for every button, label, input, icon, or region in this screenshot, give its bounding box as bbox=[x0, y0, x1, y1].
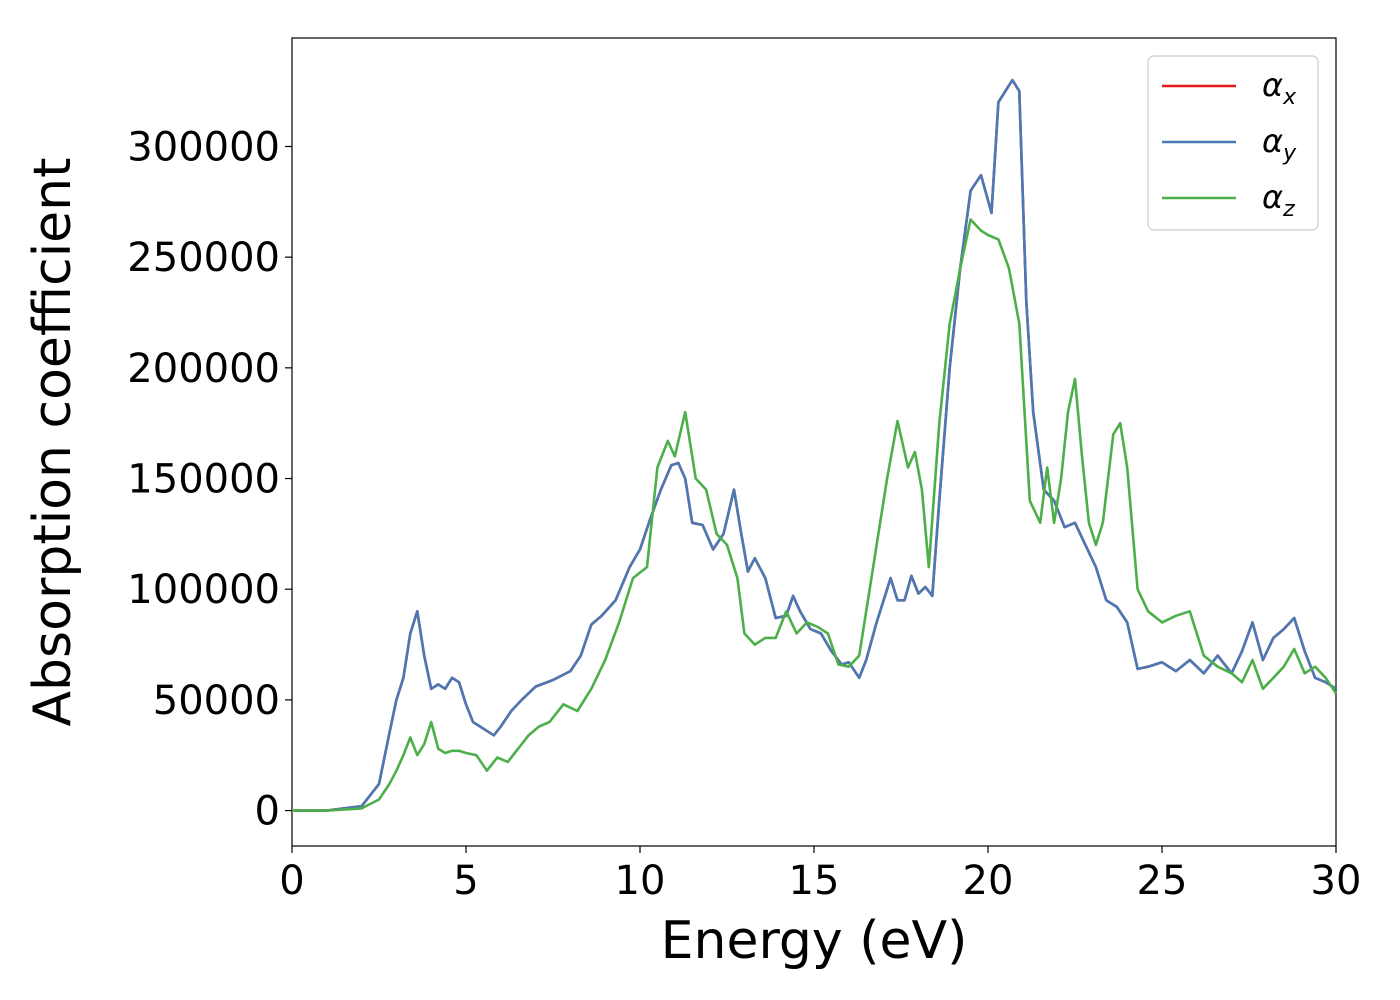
legend-label-x: αx bbox=[1262, 66, 1297, 110]
x-tick-label: 20 bbox=[963, 858, 1014, 904]
series-layer bbox=[292, 78, 1338, 812]
y-tick-label: 200000 bbox=[127, 346, 280, 392]
legend-label-y: αy bbox=[1262, 122, 1297, 166]
y-tick-label: 50000 bbox=[153, 678, 280, 724]
legend-label-z: αz bbox=[1262, 178, 1295, 222]
x-tick-label: 25 bbox=[1137, 858, 1188, 904]
axis-ticks: 0 5 10 15 20 25 30 0 50000 100000 150000 200000 2500… bbox=[127, 124, 1361, 904]
x-tick-label: 15 bbox=[789, 858, 840, 904]
legend: αx αy αz bbox=[1147, 55, 1319, 231]
y-tick-label: 250000 bbox=[127, 235, 280, 281]
x-tick-label: 0 bbox=[279, 858, 304, 904]
y-tick-label: 0 bbox=[255, 789, 280, 835]
y-tick-label: 150000 bbox=[127, 457, 280, 503]
y-axis-label: Absorption coefficient bbox=[23, 157, 83, 726]
x-tick-label: 5 bbox=[453, 858, 478, 904]
y-tick-label: 300000 bbox=[127, 124, 280, 170]
x-tick-label: 10 bbox=[615, 858, 666, 904]
series-line-z bbox=[292, 218, 1338, 812]
x-axis-label: Energy (eV) bbox=[661, 911, 968, 971]
y-tick-label: 100000 bbox=[127, 567, 280, 613]
x-tick-label: 30 bbox=[1311, 858, 1362, 904]
